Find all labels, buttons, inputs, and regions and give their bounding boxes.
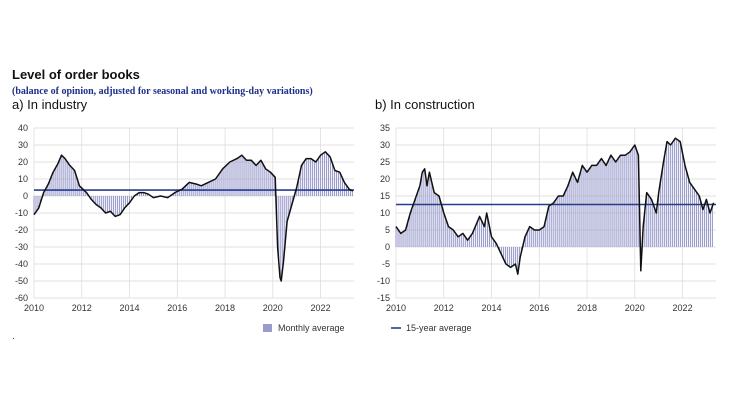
y-tick-label: 10 <box>380 208 390 218</box>
legend-label: Monthly average <box>278 323 345 333</box>
panel-title-construction: b) In construction <box>375 97 475 112</box>
footnote: . <box>12 331 15 342</box>
y-tick-label: -20 <box>15 225 28 235</box>
legend: 15-year average <box>391 323 472 333</box>
y-tick-label: 30 <box>18 140 28 150</box>
x-tick-label: 2014 <box>120 303 140 313</box>
panel-title-industry: a) In industry <box>12 97 88 112</box>
y-tick-label: 5 <box>385 225 390 235</box>
y-tick-label: 40 <box>18 123 28 133</box>
x-tick-label: 2012 <box>72 303 92 313</box>
y-tick-label: 30 <box>380 140 390 150</box>
monthly-line <box>33 151 354 282</box>
x-tick-label: 2020 <box>625 303 645 313</box>
x-tick-label: 2014 <box>482 303 502 313</box>
y-tick-label: -30 <box>15 242 28 252</box>
y-tick-label: -5 <box>382 259 390 269</box>
legend-swatch-bars <box>263 324 272 332</box>
y-tick-label: -15 <box>377 293 390 303</box>
y-tick-label: -50 <box>15 276 28 286</box>
x-tick-label: 2020 <box>263 303 283 313</box>
x-tick-label: 2022 <box>673 303 693 313</box>
y-tick-label: 15 <box>380 191 390 201</box>
chart-subtitle: (balance of opinion, adjusted for season… <box>12 86 313 97</box>
y-tick-label: -60 <box>15 293 28 303</box>
x-tick-label: 2022 <box>311 303 331 313</box>
x-tick-label: 2016 <box>167 303 187 313</box>
y-tick-label: 10 <box>18 174 28 184</box>
y-tick-label: 25 <box>380 157 390 167</box>
x-tick-label: 2010 <box>24 303 44 313</box>
x-tick-label: 2016 <box>529 303 549 313</box>
x-tick-label: 2010 <box>386 303 406 313</box>
x-tick-label: 2018 <box>215 303 235 313</box>
chart-title: Level of order books <box>12 67 140 82</box>
x-tick-label: 2018 <box>577 303 597 313</box>
y-tick-label: 20 <box>18 157 28 167</box>
y-tick-label: -10 <box>377 276 390 286</box>
monthly-line <box>395 137 715 275</box>
legend-label: 15-year average <box>406 323 472 333</box>
y-tick-label: 0 <box>23 191 28 201</box>
x-tick-label: 2012 <box>434 303 454 313</box>
y-tick-label: -40 <box>15 259 28 269</box>
y-tick-label: -10 <box>15 208 28 218</box>
monthly-bars <box>395 139 713 273</box>
legend: Monthly average <box>263 323 345 333</box>
y-tick-label: 0 <box>385 242 390 252</box>
y-tick-label: 35 <box>380 123 390 133</box>
y-tick-label: 20 <box>380 174 390 184</box>
